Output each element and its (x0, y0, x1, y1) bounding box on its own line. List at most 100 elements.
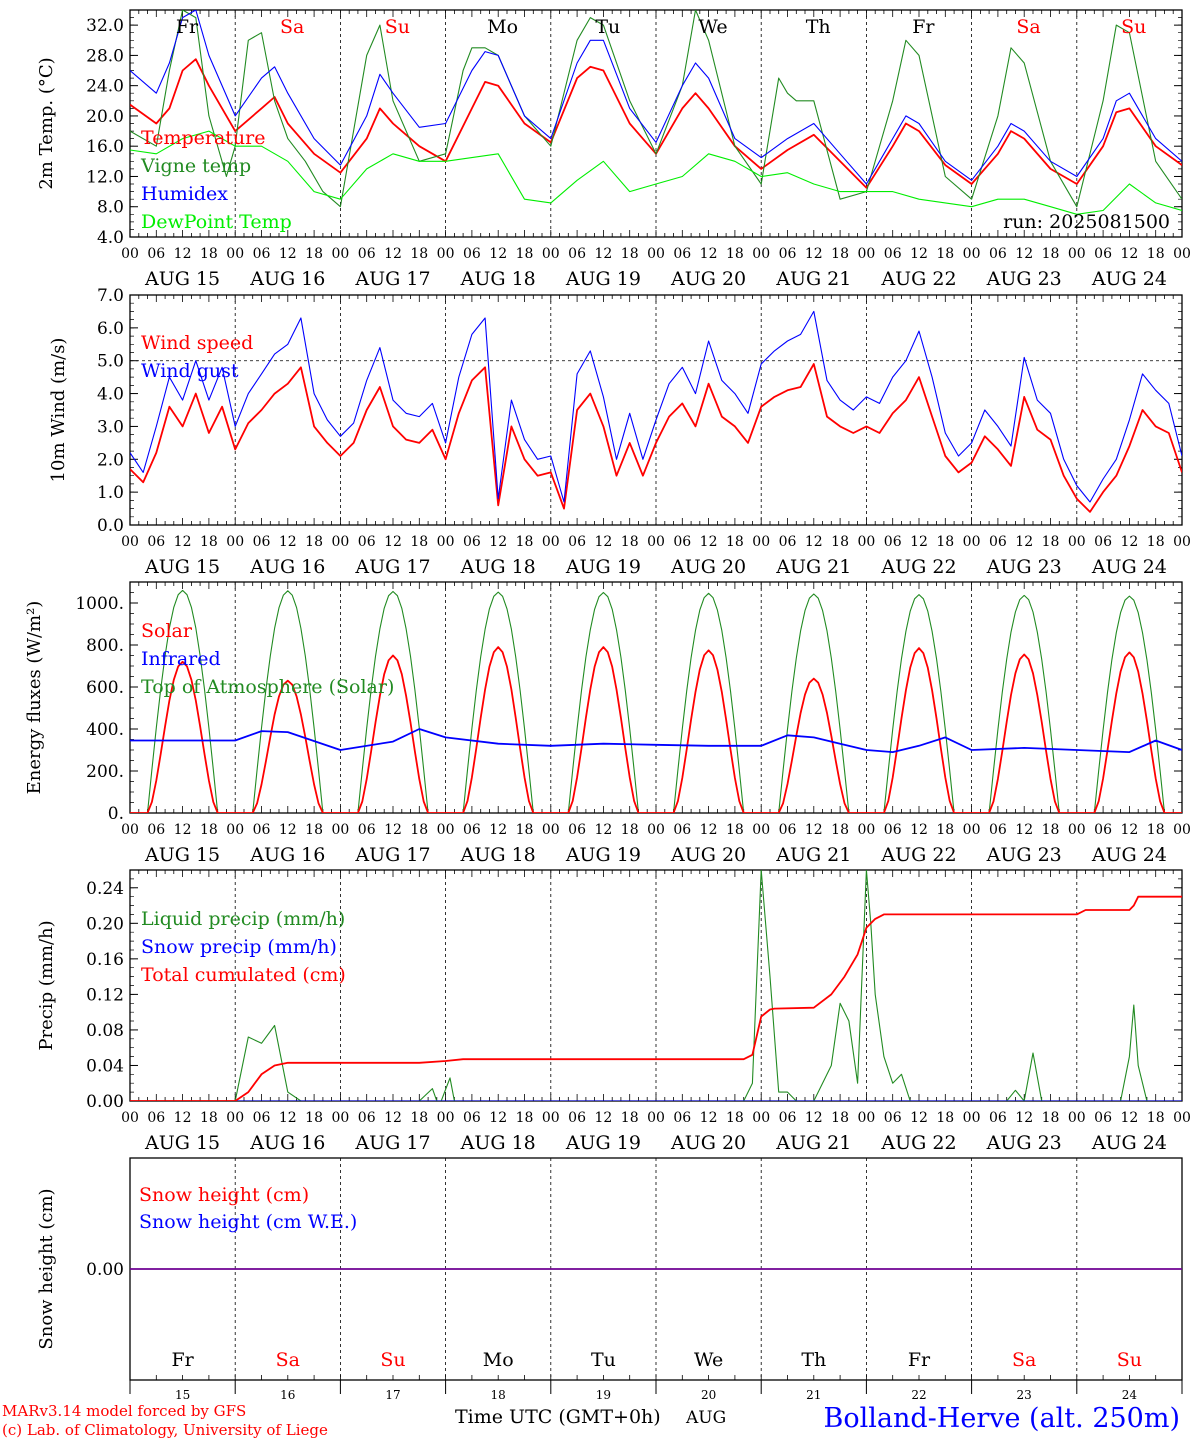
hour-tick-label: 12 (594, 534, 612, 550)
hour-tick-label: 00 (647, 1110, 665, 1126)
hour-tick-label: 18 (305, 1110, 323, 1126)
hour-tick-label: 18 (621, 822, 639, 838)
hour-tick-label: 12 (700, 534, 718, 550)
panel-precip: 0.00 0.04 0.08 0.12 0.16 0.20 0.24 Precip (mm/h… (36, 869, 1191, 1154)
hour-tick-label: 12 (910, 534, 928, 550)
weekday-label: Fr (176, 16, 199, 38)
wind-ytick-label: 1.0 (97, 483, 124, 503)
snow-weekday-label: Fr (908, 1349, 931, 1371)
hour-tick-label: 12 (1120, 1110, 1138, 1126)
snow-day-number: 20 (701, 1388, 716, 1402)
hour-tick-label: 12 (489, 534, 507, 550)
hour-tick-label: 00 (331, 1110, 349, 1126)
weekday-label: Mo (487, 16, 518, 38)
hour-tick-label: 12 (805, 1110, 823, 1126)
date-label: AUG 20 (670, 556, 746, 578)
wind-ytick-label: 5.0 (97, 352, 124, 372)
snow-day-number: 17 (385, 1388, 400, 1402)
date-label: AUG 15 (144, 844, 220, 866)
hour-tick-label: 18 (1042, 246, 1060, 262)
date-label: AUG 21 (775, 844, 851, 866)
hour-tick-label: 18 (726, 822, 744, 838)
snow-legend: Snow height (cm) Snow height (cm W.E.) (139, 1184, 357, 1233)
hour-tick-label: 06 (147, 246, 165, 262)
date-label: AUG 16 (249, 556, 325, 578)
hour-tick-label: 06 (568, 822, 586, 838)
hour-tick-label: 00 (1068, 1110, 1086, 1126)
temp-ytick-label: 16.0 (86, 137, 124, 157)
wind-series-wind-speed (130, 363, 1182, 513)
hour-tick-label: 06 (884, 1110, 902, 1126)
flux-hour-labels: 00 06 12 18 00 06 12 18 00 06 12 18 00 06 12 18 00 06 12 18… (121, 822, 1191, 838)
hour-tick-label: 00 (647, 534, 665, 550)
hour-tick-label: 12 (700, 822, 718, 838)
hour-tick-label: 00 (1068, 822, 1086, 838)
flux-legend-entry: Top of Atmosphere (Solar) (141, 676, 394, 698)
hour-tick-label: 06 (463, 246, 481, 262)
hour-tick-label: 18 (305, 822, 323, 838)
snow-day-number: 24 (1122, 1388, 1138, 1402)
date-label: AUG 19 (565, 844, 641, 866)
snow-ylabel: Snow height (cm) (36, 1188, 57, 1349)
hour-tick-label: 12 (174, 822, 192, 838)
date-label: AUG 23 (986, 556, 1062, 578)
hour-tick-label: 06 (1094, 822, 1112, 838)
hour-tick-label: 06 (884, 246, 902, 262)
temp-yminor (130, 9, 1182, 238)
hour-tick-label: 00 (437, 1110, 455, 1126)
temp-date-labels: AUG 15 AUG 16 AUG 17 AUG 18 AUG 19 AUG 20 AUG … (144, 268, 1167, 290)
hour-tick-label: 00 (542, 246, 560, 262)
hour-tick-label: 18 (936, 246, 954, 262)
hour-tick-label: 18 (200, 822, 218, 838)
hour-tick-label: 00 (1068, 534, 1086, 550)
hour-tick-label: 00 (542, 822, 560, 838)
snow-day-number: 15 (175, 1388, 190, 1402)
precip-xticks (129, 870, 1183, 1101)
weekday-labels-top: Fr Sa Su Mo Tu We Th Fr Sa Su (176, 16, 1147, 38)
date-label: AUG 18 (460, 556, 536, 578)
hour-tick-label: 00 (226, 1110, 244, 1126)
hour-tick-label: 12 (805, 534, 823, 550)
hour-tick-label: 00 (121, 822, 139, 838)
date-label: AUG 18 (460, 844, 536, 866)
panel-wind: 0.0 1.0 2.0 3.0 4.0 5.0 6.0 7.0 10m Wind (m/s) Wi… (48, 286, 1191, 578)
hour-tick-label: 12 (1120, 246, 1138, 262)
date-label: AUG 21 (775, 1132, 851, 1154)
hour-tick-label: 12 (279, 246, 297, 262)
hour-tick-label: 00 (437, 822, 455, 838)
precip-ytick-labels: 0.00 0.04 0.08 0.12 0.16 0.20 0.24 (86, 879, 124, 1112)
hour-tick-label: 06 (1094, 246, 1112, 262)
hour-tick-label: 12 (174, 1110, 192, 1126)
hour-tick-label: 06 (358, 246, 376, 262)
flux-ytick-label: 800. (86, 636, 124, 656)
snow-day-number: 21 (806, 1388, 821, 1402)
weekday-label: Su (385, 16, 410, 38)
hour-tick-label: 18 (410, 246, 428, 262)
date-label: AUG 17 (354, 1132, 430, 1154)
date-label: AUG 22 (880, 268, 956, 290)
hour-tick-label: 18 (200, 1110, 218, 1126)
hour-tick-label: 00 (857, 1110, 875, 1126)
date-label: AUG 23 (986, 844, 1062, 866)
date-label: AUG 19 (565, 1132, 641, 1154)
precip-series-liquid-precip-mm-h- (130, 870, 1182, 1101)
hour-tick-label: 06 (568, 246, 586, 262)
temp-hour-labels: 00 06 12 18 00 06 12 18 00 06 12 18 00 06 12 18 00 06 12 18… (121, 246, 1191, 262)
temp-ytick-label: 4.0 (97, 228, 124, 248)
precip-series-total-cumulated-cm- (130, 895, 1182, 1101)
hour-tick-label: 00 (752, 1110, 770, 1126)
date-label: AUG 17 (354, 268, 430, 290)
date-label: AUG 18 (460, 1132, 536, 1154)
wind-ytick-label: 7.0 (97, 286, 124, 306)
weekday-label: Th (806, 16, 831, 38)
date-label: AUG 19 (565, 268, 641, 290)
hour-tick-label: 06 (989, 822, 1007, 838)
temp-legend-entry: Vigne temp (140, 155, 251, 177)
date-label: AUG 22 (880, 1132, 956, 1154)
temp-series-dewpoint-temp (130, 130, 1182, 215)
wind-date-labels: AUG 15 AUG 16 AUG 17 AUG 18 AUG 19 AUG 20 AUG … (144, 556, 1167, 578)
hour-tick-label: 18 (621, 1110, 639, 1126)
hour-tick-label: 00 (963, 1110, 981, 1126)
snow-weekday-label: Mo (483, 1349, 514, 1371)
hour-tick-label: 18 (1147, 534, 1165, 550)
